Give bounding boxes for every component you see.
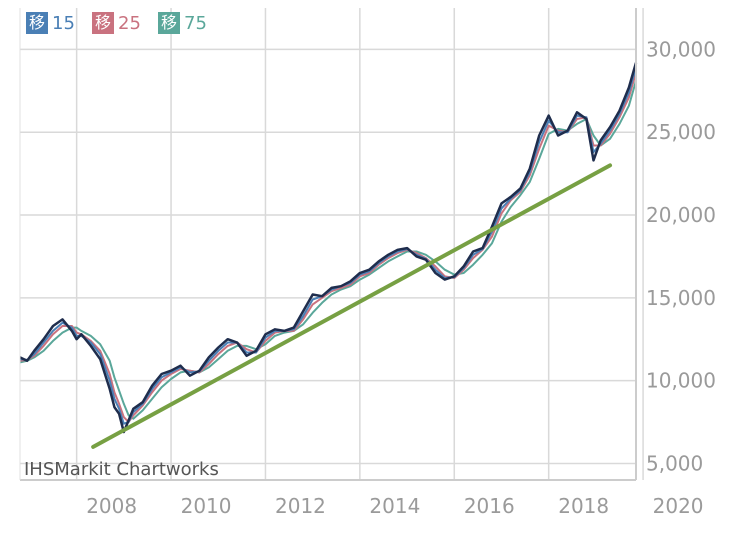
x-tick-label: 2020 [653, 494, 704, 518]
x-tick-label: 2008 [86, 494, 137, 518]
chart-series-layer [19, 62, 638, 434]
trend-line-layer [91, 163, 613, 449]
trend-line [91, 163, 613, 449]
y-tick-label: 15,000 [646, 286, 716, 310]
legend-value: 15 [52, 12, 75, 34]
x-tick-label: 2014 [369, 494, 420, 518]
chart-grid [20, 8, 644, 480]
chart-axes [19, 8, 637, 481]
legend-item: 移 15 [26, 12, 75, 34]
x-tick-label: 2016 [464, 494, 515, 518]
source-label: IHSMarkit Chartworks [24, 459, 219, 480]
series-ma75 [19, 80, 637, 420]
y-tick-label: 25,000 [646, 120, 716, 144]
x-tick-label: 2012 [275, 494, 326, 518]
legend-item: 移 75 [158, 12, 207, 34]
y-axis-labels: 5,000 10,000 15,000 20,000 25,000 30,000 [646, 37, 716, 475]
legend-value: 25 [118, 12, 141, 34]
legend-badge: 移 [26, 12, 49, 34]
legend-item: 移 25 [92, 12, 141, 34]
x-axis-labels: 2008 2010 2012 2014 2016 2018 2020 [86, 494, 703, 518]
y-tick-label: 10,000 [646, 369, 716, 393]
series-ma25 [19, 72, 637, 423]
legend-badge: 移 [158, 12, 181, 34]
y-tick-label: 20,000 [646, 203, 716, 227]
x-tick-label: 2018 [558, 494, 609, 518]
y-tick-label: 30,000 [646, 37, 716, 61]
legend-value: 75 [184, 12, 207, 34]
x-tick-label: 2010 [181, 494, 232, 518]
legend-badge: 移 [92, 12, 115, 34]
series-price [19, 62, 638, 434]
y-tick-label: 5,000 [646, 451, 703, 475]
